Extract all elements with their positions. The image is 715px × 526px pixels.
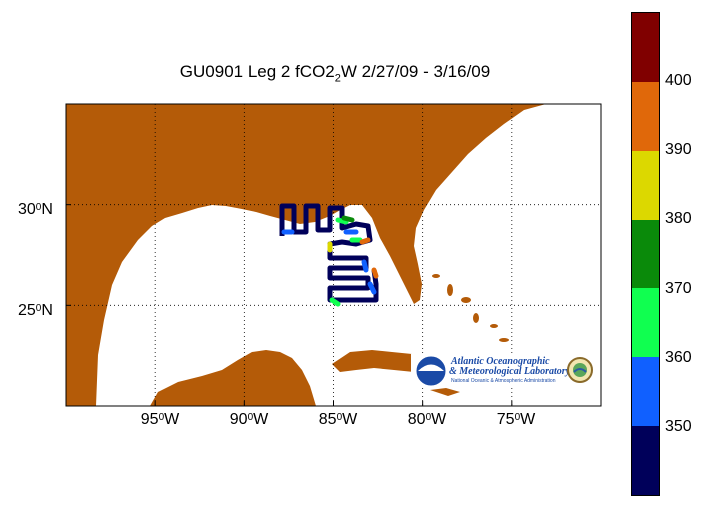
x-tick-label: 800W [407, 411, 447, 428]
colorbar-tick-label: 400 [665, 72, 692, 90]
colorbar-tick-label: 370 [665, 279, 692, 297]
title-rest: W 2/27/09 - 3/16/09 [340, 62, 491, 81]
title-subscript: 2 [334, 72, 341, 85]
colorbar [631, 12, 660, 496]
colorbar-tick-label: 390 [665, 141, 692, 159]
x-tick-marks [154, 401, 513, 406]
noaa-emblem-icon [415, 355, 447, 387]
colorbar-segment [632, 357, 659, 427]
y-tick-label: 300N [18, 201, 53, 218]
aoml-logo: Atlantic Oceanographic & Meteorological … [411, 354, 596, 388]
x-tick-label: 900W [229, 411, 269, 428]
bahamas-islands [432, 274, 509, 342]
x-tick-label: 850W [318, 411, 358, 428]
colorbar-segment [632, 426, 659, 496]
yucatan-land [150, 350, 316, 406]
colorbar-segment [632, 288, 659, 358]
x-tick-label: 750W [496, 411, 536, 428]
logo-line-3: National Oceanic & Atmospheric Administr… [451, 378, 556, 384]
aoml-seal-icon [567, 357, 593, 383]
y-tick-label: 250N [18, 302, 53, 319]
water-area [96, 104, 601, 406]
colorbar-segment [632, 150, 659, 220]
title-main: GU0901 Leg 2 fCO2 [179, 62, 335, 81]
colorbar-tick-label: 350 [665, 417, 692, 435]
x-tick-label: 950W [140, 411, 180, 428]
jamaica-land [430, 388, 460, 396]
logo-line-2: & Meteorological Laboratory [449, 366, 571, 377]
colorbar-segment [632, 81, 659, 151]
colorbar-segment [632, 219, 659, 289]
y-tick-marks [66, 204, 71, 306]
map-title: GU0901 Leg 2 fCO22W 2/27/09 - 3/16/09 [0, 62, 670, 84]
colorbar-segment [632, 13, 659, 82]
colorbar-tick-label: 380 [665, 210, 692, 228]
colorbar-tick-label: 360 [665, 348, 692, 366]
logo-line-1: Atlantic Oceanographic [451, 356, 550, 367]
track-highlights [281, 215, 379, 307]
